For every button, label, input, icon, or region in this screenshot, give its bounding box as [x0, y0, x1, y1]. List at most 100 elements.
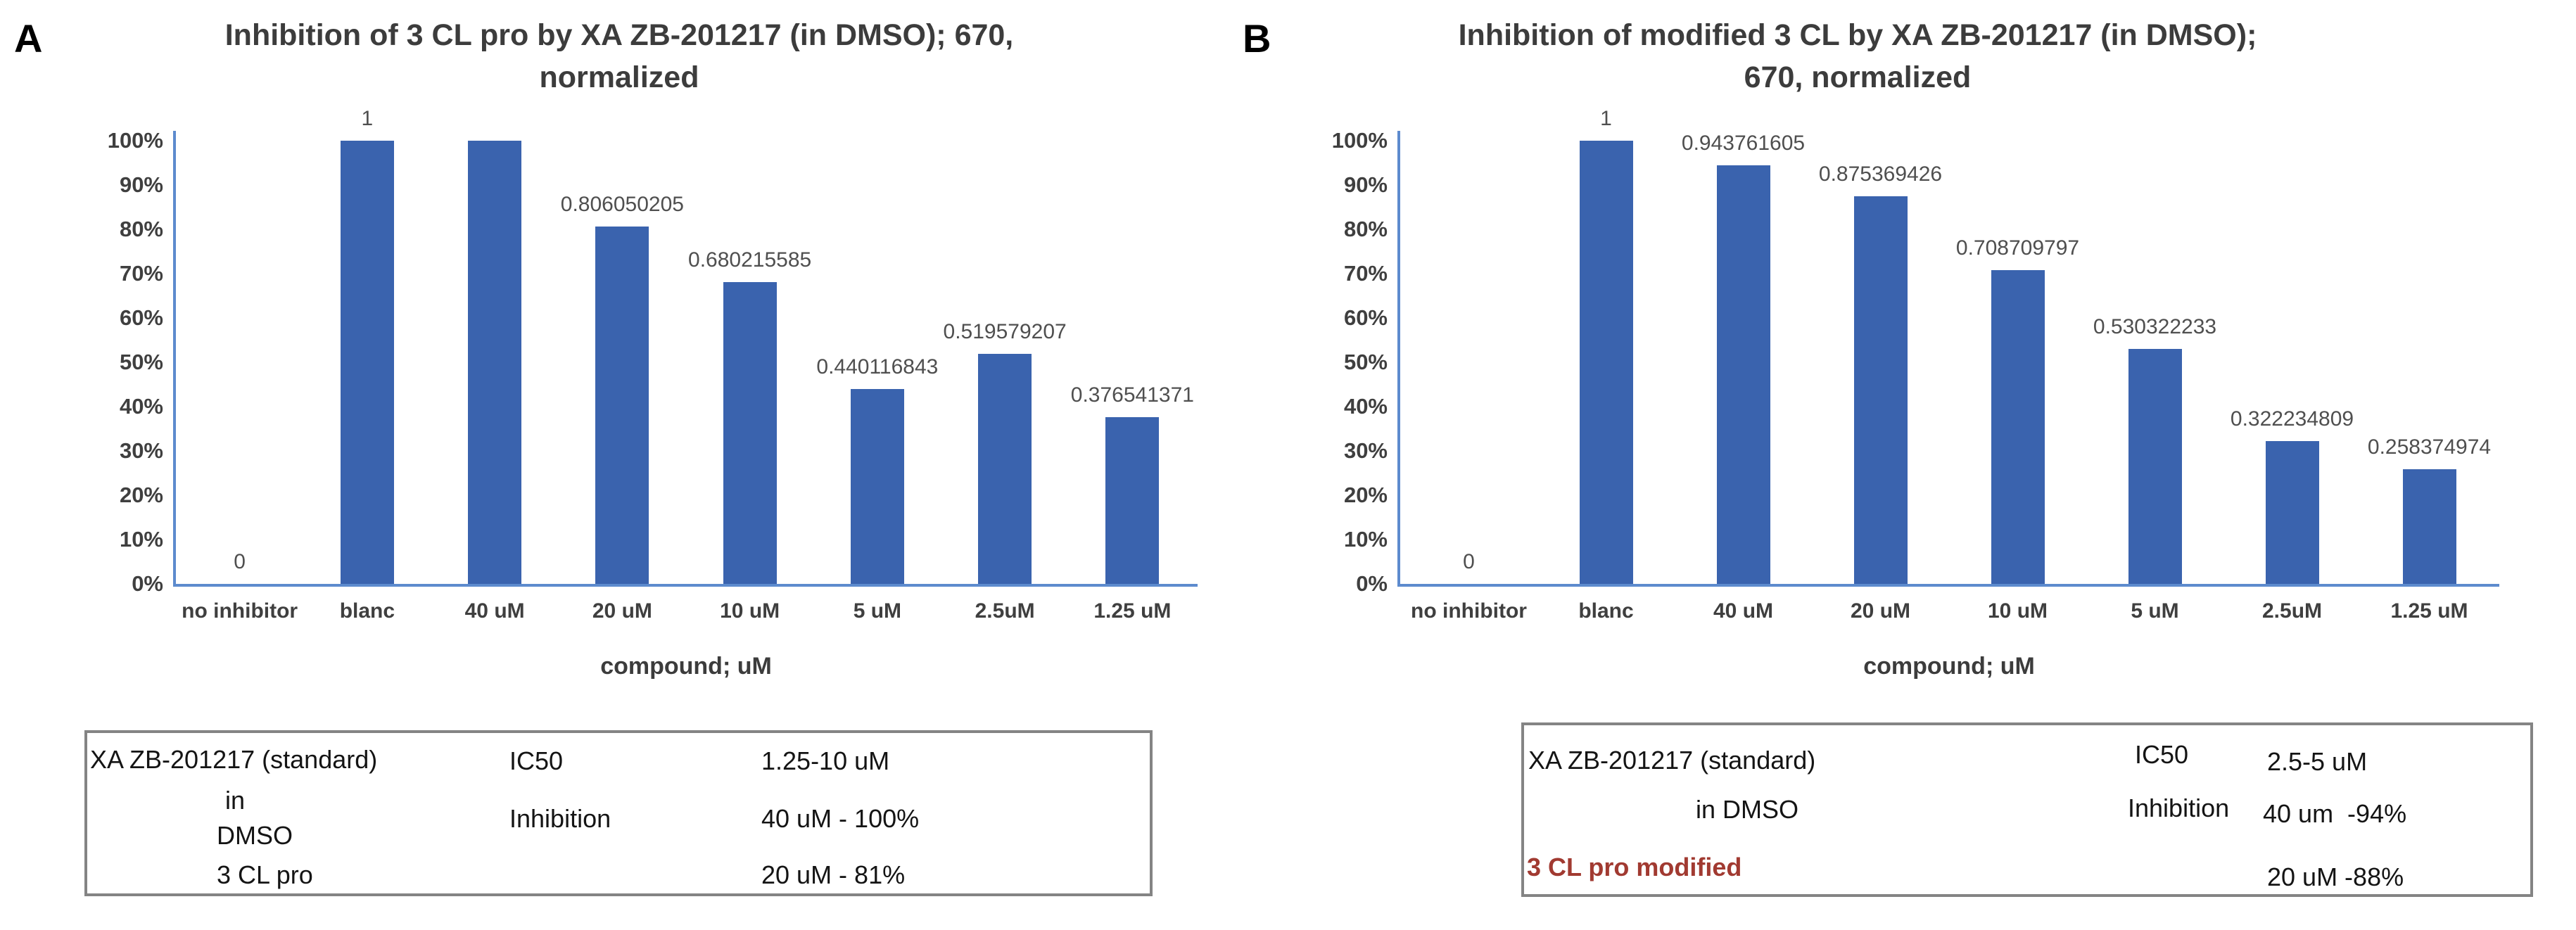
y-tick-label: 100% — [107, 128, 163, 153]
x-axis-title-a: compound; uM — [600, 653, 772, 680]
bar — [978, 353, 1032, 584]
bar-value-label: 0.806050205 — [560, 193, 684, 217]
x-category-label: blanc — [339, 599, 395, 623]
bar-chart-b: 100% 90% 80% 70% 60% 50% 40% 30% 20% 10% 0% 0 no inh… — [1332, 107, 2499, 623]
y-tick-label: 10% — [119, 527, 163, 552]
y-tick-label: 90% — [119, 172, 163, 197]
sample-name: XA ZB-201217 (standard) — [1528, 746, 1816, 775]
inhibition-value-1: 40 uM - 100% — [761, 804, 920, 833]
x-category-label: 40 uM — [464, 599, 525, 623]
x-category-label: 20 uM — [592, 599, 652, 623]
y-tick-label: 80% — [119, 217, 163, 241]
y-axis-line — [173, 131, 176, 584]
y-tick-label: 30% — [119, 438, 163, 463]
bar-value-label: 0 — [234, 550, 246, 573]
ic50-label: IC50 — [509, 746, 564, 775]
bar-value-label: 0.943761605 — [1681, 132, 1806, 155]
x-category-label: no inhibitor — [1411, 599, 1527, 623]
y-tick-label: 0% — [132, 571, 163, 596]
inhibition-value-1: 40 um -94% — [2263, 799, 2407, 828]
bar — [468, 141, 522, 584]
sample-solvent-1: in — [225, 786, 246, 815]
chart-title-line-2: 670, normalized — [1744, 60, 1972, 94]
bar — [2128, 348, 2182, 584]
bar — [850, 388, 904, 584]
sample-enzyme-modified: 3 CL pro modified — [1527, 853, 1742, 881]
sample-enzyme: 3 CL pro — [217, 860, 313, 889]
bar — [723, 282, 777, 584]
bar-chart-a: 100% 90% 80% 70% 60% 50% 40% 30% 20% 10% 0% 0 no inh… — [108, 107, 1198, 623]
bar — [2402, 469, 2456, 584]
x-category-label: 20 uM — [1850, 599, 1911, 623]
bar-value-label: 0.875369426 — [1818, 162, 1943, 186]
y-tick-label: 60% — [119, 305, 163, 330]
chart-title-line-2: normalized — [539, 60, 699, 94]
y-tick-label: 50% — [119, 350, 163, 374]
y-tick-label: 100% — [1331, 128, 1388, 153]
x-category-label: blanc — [1578, 599, 1634, 623]
y-tick-label: 70% — [119, 261, 163, 286]
y-tick-label: 10% — [1343, 527, 1388, 552]
x-axis-line — [173, 584, 1198, 587]
inhibition-label: Inhibition — [2128, 794, 2230, 822]
panel-label-a: A — [14, 16, 43, 60]
bar-value-label: 1 — [1600, 107, 1612, 130]
x-category-label: 2.5uM — [2261, 599, 2323, 623]
bar-value-label: 0.530322233 — [2093, 314, 2217, 338]
sample-solvent: in DMSO — [1696, 795, 1799, 824]
y-tick-label: 0% — [1356, 571, 1388, 596]
bar — [1853, 196, 1908, 584]
bar — [1716, 165, 1770, 584]
panel-b: B Inhibition of modified 3 CL by XA ZB-2… — [1238, 0, 2576, 930]
y-tick-label: 20% — [119, 483, 163, 507]
panel-label-b: B — [1243, 16, 1271, 60]
x-category-label: 5 uM — [2131, 599, 2179, 623]
bar — [595, 227, 649, 584]
sample-name: XA ZB-201217 (standard) — [90, 745, 378, 774]
result-table-b: XA ZB-201217 (standard) in DMSO 3 CL pro… — [1521, 722, 2533, 897]
y-tick-label: 80% — [1343, 217, 1388, 241]
chart-title-b: Inhibition of modified 3 CL by XA ZB-201… — [1337, 14, 2378, 98]
x-category-label: 1.25 uM — [2390, 599, 2468, 623]
chart-title-line-1: Inhibition of 3 CL pro by XA ZB-201217 (… — [224, 18, 1014, 52]
y-tick-label: 20% — [1343, 483, 1388, 507]
bar — [2265, 441, 2319, 584]
inhibition-value-2: 20 uM - 81% — [761, 860, 906, 889]
y-tick-label: 30% — [1343, 438, 1388, 463]
chart-title-a: Inhibition of 3 CL pro by XA ZB-201217 (… — [99, 14, 1140, 98]
sample-solvent-2: DMSO — [217, 821, 293, 850]
y-axis-line — [1397, 131, 1400, 584]
chart-title-line-1: Inhibition of modified 3 CL by XA ZB-201… — [1458, 18, 2257, 52]
bar — [340, 141, 394, 584]
x-axis-title-b: compound; uM — [1863, 653, 2035, 680]
bar-value-label: 0.258374974 — [2367, 435, 2492, 459]
bar-value-label: 0.708709797 — [1955, 236, 2080, 260]
y-tick-label: 40% — [119, 394, 163, 419]
result-table-a: XA ZB-201217 (standard) in DMSO 3 CL pro… — [84, 730, 1153, 896]
bar — [1991, 269, 2045, 584]
x-category-label: 40 uM — [1713, 599, 1774, 623]
bar-value-label: 0.440116843 — [816, 355, 939, 378]
x-axis-line — [1397, 584, 2499, 587]
x-category-label: 10 uM — [1987, 599, 2048, 623]
x-category-label: no inhibitor — [182, 599, 298, 623]
ic50-label: IC50 — [2135, 740, 2189, 769]
bar — [1579, 141, 1633, 584]
x-category-label: 5 uM — [853, 599, 902, 623]
y-tick-label: 90% — [1343, 172, 1388, 197]
y-tick-label: 60% — [1343, 305, 1388, 330]
inhibition-label: Inhibition — [509, 804, 611, 833]
bar-value-label: 0.680215585 — [688, 248, 812, 272]
x-category-label: 10 uM — [720, 599, 780, 623]
x-category-label: 1.25 uM — [1093, 599, 1172, 623]
bar-value-label: 0.322234809 — [2230, 407, 2354, 431]
y-tick-label: 40% — [1343, 394, 1388, 419]
ic50-value: 2.5-5 uM — [2267, 747, 2368, 776]
ic50-value: 1.25-10 uM — [761, 746, 890, 775]
y-tick-label: 50% — [1343, 350, 1388, 374]
inhibition-value-2: 20 uM -88% — [2267, 862, 2404, 891]
bar-value-label: 0.519579207 — [943, 319, 1067, 343]
x-category-label: 2.5uM — [975, 599, 1035, 623]
bar-value-label: 0.376541371 — [1070, 383, 1194, 407]
